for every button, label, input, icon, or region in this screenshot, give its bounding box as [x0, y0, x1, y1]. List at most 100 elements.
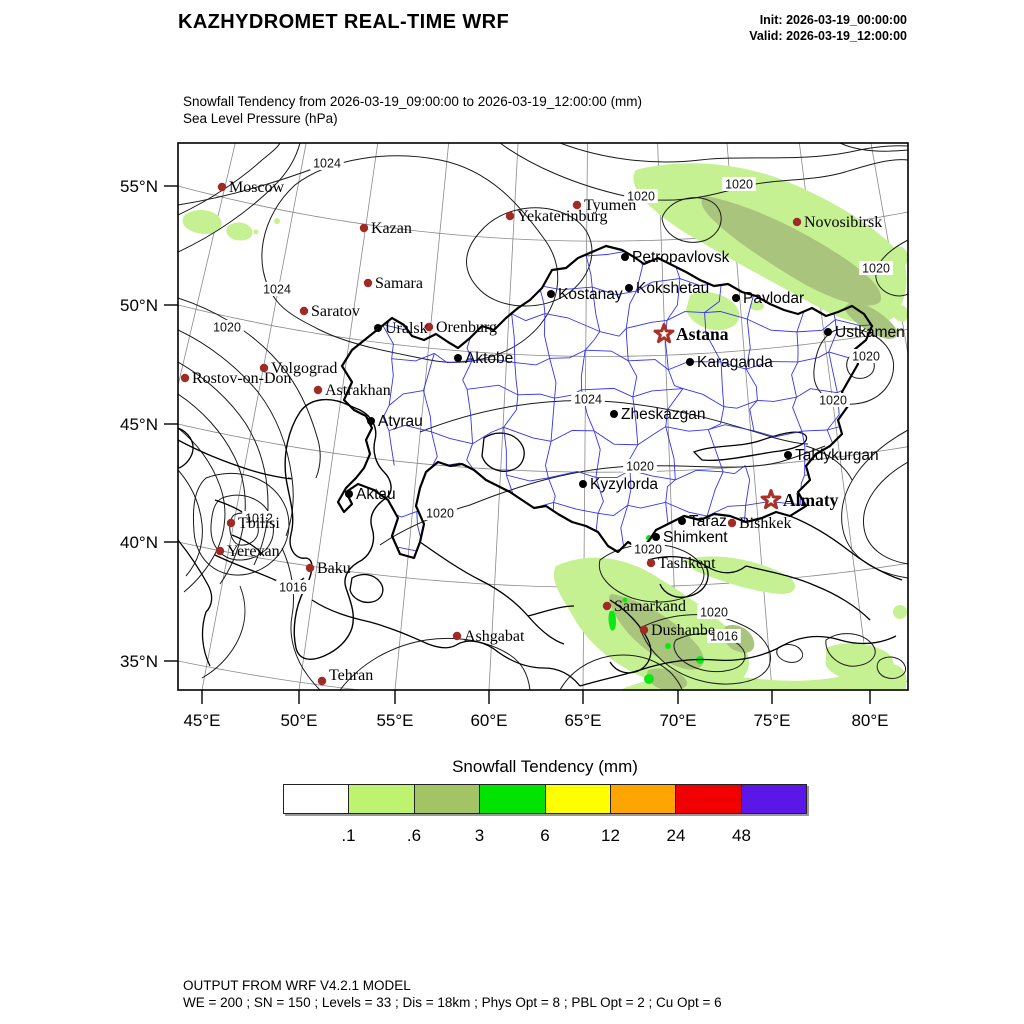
lon-tick-label: 65°E	[564, 711, 601, 730]
admin-boundary	[539, 502, 555, 542]
legend-tick-label: 48	[732, 826, 751, 845]
city-dot	[217, 182, 227, 192]
city-dot	[646, 558, 656, 568]
graticule-parallel	[178, 660, 908, 690]
legend-color-cell	[479, 785, 545, 813]
city-label: Kokshetau	[636, 280, 709, 297]
snowfall-patch	[893, 605, 907, 619]
admin-boundary	[828, 319, 838, 353]
city-dot	[579, 480, 587, 488]
admin-boundary	[704, 282, 722, 313]
admin-boundary	[547, 477, 556, 503]
city-dot	[374, 324, 382, 332]
admin-boundary	[549, 349, 586, 359]
admin-boundary	[514, 362, 519, 395]
admin-boundary	[922, 238, 929, 279]
admin-boundary	[517, 393, 555, 399]
city-label: Kazan	[371, 220, 412, 237]
city-dot	[226, 518, 236, 528]
admin-boundary	[796, 331, 799, 362]
admin-boundary	[433, 353, 473, 364]
contour-label-mask	[631, 542, 665, 556]
snowfall-patch	[609, 594, 704, 670]
admin-boundary	[925, 426, 927, 465]
admin-boundary	[915, 408, 926, 426]
city-dot	[621, 253, 629, 261]
caspian-sea-outline	[284, 398, 392, 660]
city-label: Yekaterinburg	[517, 208, 608, 225]
lat-tick-label: 45°N	[120, 415, 158, 434]
admin-boundary	[422, 353, 435, 391]
country-border	[311, 599, 581, 687]
pressure-contour	[876, 656, 907, 679]
lat-tick-label: 50°N	[120, 296, 158, 315]
admin-boundary	[723, 400, 758, 409]
admin-boundary	[548, 470, 597, 479]
admin-boundary	[388, 358, 394, 406]
admin-boundary	[869, 389, 872, 428]
admin-boundary	[666, 311, 705, 321]
city-label: Samarkand	[614, 598, 686, 615]
admin-boundary	[503, 283, 540, 292]
snowfall-patch	[750, 301, 764, 311]
admin-boundary	[757, 396, 797, 402]
contour-label-mask	[624, 189, 658, 203]
graticule-parallel	[178, 423, 908, 473]
lon-tick-label: 50°E	[280, 711, 317, 730]
pressure-contour	[419, 400, 809, 445]
legend-color-cell	[284, 785, 349, 813]
contour-label: 1020	[627, 190, 655, 204]
admin-boundary	[838, 548, 846, 558]
field-description: Snowfall Tendency from 2026-03-19_09:00:…	[183, 94, 643, 109]
admin-boundary	[468, 283, 505, 290]
admin-boundary	[923, 542, 927, 595]
city-dot	[686, 358, 694, 366]
admin-boundary	[706, 471, 724, 517]
admin-boundary	[503, 246, 510, 285]
admin-boundary	[591, 286, 601, 332]
admin-boundary	[706, 504, 746, 517]
admin-boundary	[705, 545, 754, 555]
admin-boundary	[431, 431, 473, 445]
snowfall-patch	[684, 556, 796, 594]
admin-boundary	[924, 465, 929, 509]
city-label: Rostov-on-Don	[192, 370, 292, 387]
admin-boundary	[870, 508, 872, 521]
city-label: Kostanay	[558, 286, 623, 303]
admin-boundary	[471, 470, 478, 515]
admin-boundary	[788, 548, 845, 554]
city-label: Yerevan	[227, 543, 280, 560]
legend-color-cell	[544, 785, 610, 813]
pressure-contour	[281, 547, 321, 690]
admin-boundary	[462, 360, 473, 390]
legend-tick-label: 3	[474, 826, 485, 845]
contour-label-mask	[276, 580, 310, 594]
city-dot	[732, 294, 740, 302]
contour-label: 1020	[634, 543, 662, 557]
admin-boundary	[840, 579, 885, 593]
admin-boundary	[627, 501, 666, 509]
admin-boundary	[911, 312, 918, 365]
pressure-description: Sea Level Pressure (hPa)	[183, 111, 338, 126]
admin-boundary	[745, 319, 751, 370]
graticule-meridian	[870, 143, 908, 357]
contour-label: 1024	[313, 157, 341, 171]
black-sea-outline	[178, 427, 194, 469]
city-label: Astrakhan	[325, 382, 391, 399]
admin-boundary	[720, 361, 725, 407]
pressure-contour	[178, 329, 294, 537]
city-label: Baku	[317, 560, 351, 577]
snowfall-patch	[226, 222, 253, 241]
city-dot	[727, 518, 737, 528]
kara-bogaz-outline	[349, 573, 384, 604]
admin-boundary	[665, 426, 676, 480]
admin-boundary	[838, 474, 872, 483]
admin-boundary	[665, 426, 709, 432]
pressure-contour	[178, 143, 281, 216]
city-label: Novosibirsk	[804, 214, 882, 231]
city-dot	[313, 385, 323, 395]
admin-boundary	[382, 405, 390, 431]
admin-boundary	[473, 246, 510, 251]
pressure-contour	[178, 393, 246, 585]
admin-boundary	[875, 426, 926, 430]
